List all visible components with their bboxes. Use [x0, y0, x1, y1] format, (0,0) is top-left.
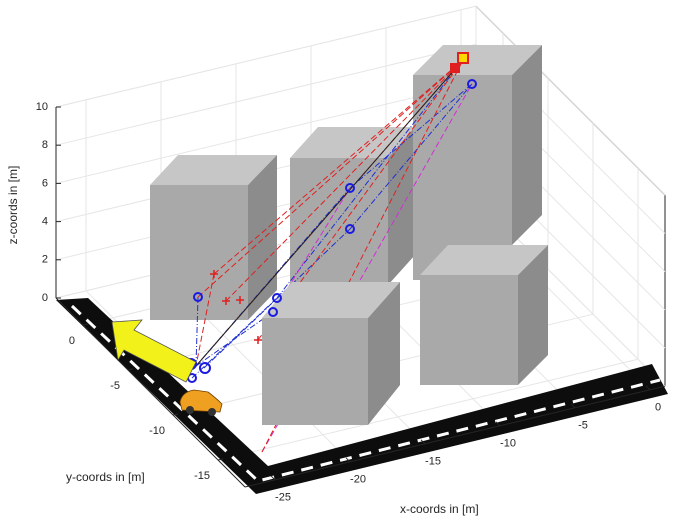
tick-mark — [345, 457, 351, 463]
tick-mark — [570, 403, 576, 409]
x-tick-label: 0 — [655, 402, 661, 414]
y-tick-label: -10 — [149, 425, 165, 437]
grid-line — [55, 5, 477, 108]
tick-mark — [645, 385, 651, 391]
z-tick-label: 2 — [42, 254, 48, 266]
building — [420, 245, 548, 385]
scene — [56, 45, 668, 494]
road — [56, 298, 668, 494]
building — [413, 45, 542, 280]
building — [262, 282, 400, 425]
tick-mark — [270, 475, 276, 481]
z-tick-label: 4 — [42, 216, 48, 228]
grid-line — [475, 5, 666, 196]
z-axis-label: z-coords in [m] — [6, 166, 20, 245]
building — [150, 155, 277, 320]
z-tick-label: 10 — [36, 101, 48, 113]
transmitter — [450, 63, 460, 73]
tick-mark — [127, 368, 134, 371]
x-axis-label: x-coords in [m] — [400, 502, 479, 516]
car — [179, 389, 223, 416]
tick-mark — [217, 458, 224, 461]
x-tick-label: -5 — [578, 420, 588, 432]
x-tick-label: -25 — [275, 492, 291, 504]
tick-mark — [172, 413, 179, 416]
y-tick-label: -5 — [110, 380, 120, 392]
tick-mark — [420, 439, 426, 445]
x-axis — [244, 385, 666, 488]
rays — [191, 59, 473, 453]
y-axis — [55, 297, 246, 488]
road-marking — [70, 304, 661, 483]
grid-line — [217, 358, 639, 461]
grid-line — [55, 43, 477, 146]
y-tick-label: 0 — [69, 335, 75, 347]
grid-line — [55, 82, 477, 184]
direction-arrow — [111, 319, 197, 383]
interaction-points — [210, 270, 262, 344]
markers — [185, 79, 477, 383]
z-tick-label: 8 — [42, 139, 48, 151]
x-tick-label: -15 — [425, 456, 441, 468]
y-axis-label: y-coords in [m] — [66, 470, 145, 484]
transmitter — [457, 52, 469, 64]
tick-mark — [495, 421, 501, 427]
tick-mark — [82, 323, 89, 326]
z-tick-label: 0 — [42, 292, 48, 304]
x-tick-label: -20 — [350, 474, 366, 486]
axes: 0 2 4 6 8 10 -25 -20 -15 -10 -5 0 -15 -10 -5 0 — [36, 101, 666, 504]
y-tick-label: -15 — [194, 470, 210, 482]
x-tick-label: -10 — [500, 438, 516, 450]
z-tick-label: 6 — [42, 177, 48, 189]
